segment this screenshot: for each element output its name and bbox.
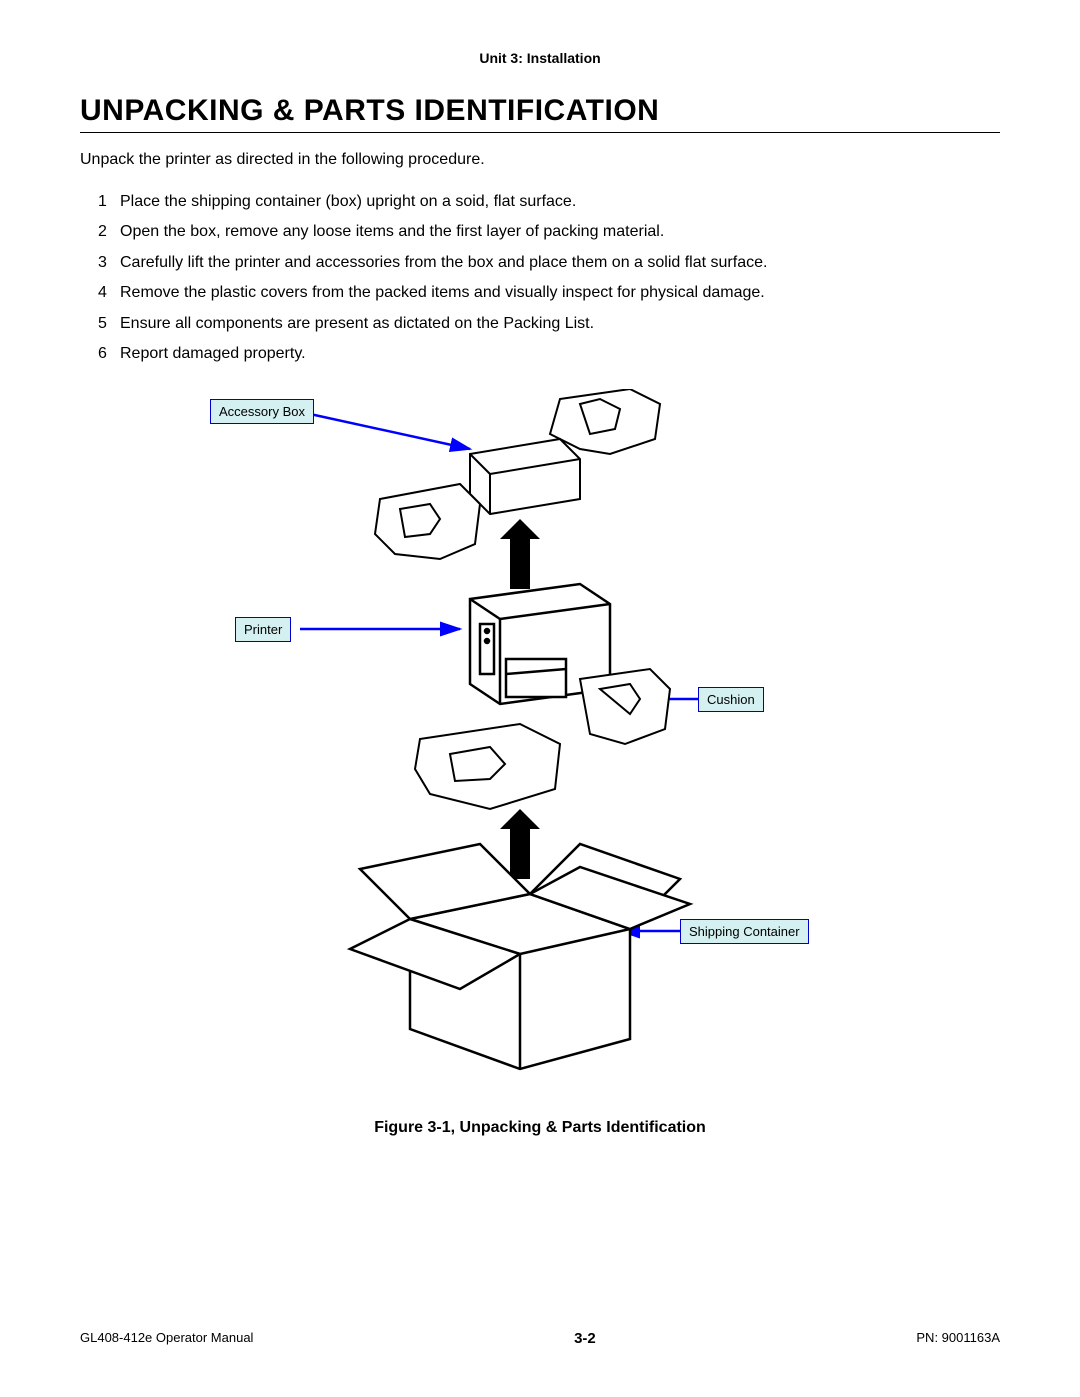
- step-row: 2 Open the box, remove any loose items a…: [80, 217, 1000, 247]
- callout-accessory-box: Accessory Box: [210, 399, 314, 424]
- step-row: 1 Place the shipping container (box) upr…: [80, 187, 1000, 217]
- figure-caption: Figure 3-1, Unpacking & Parts Identifica…: [80, 1119, 1000, 1137]
- step-text: Open the box, remove any loose items and…: [120, 217, 664, 247]
- step-number: 2: [80, 217, 120, 247]
- callout-cushion: Cushion: [698, 687, 764, 712]
- header-unit: Unit 3: Installation: [80, 50, 1000, 66]
- unpacking-diagram-icon: [180, 389, 900, 1089]
- page-footer: GL408-412e Operator Manual 3-2 PN: 90011…: [80, 1330, 1000, 1347]
- step-row: 4 Remove the plastic covers from the pac…: [80, 278, 1000, 308]
- step-number: 5: [80, 309, 120, 339]
- step-number: 6: [80, 339, 120, 369]
- callout-shipping-container: Shipping Container: [680, 919, 809, 944]
- step-number: 4: [80, 278, 120, 308]
- figure-diagram: Accessory Box Printer Cushion Shipping C…: [80, 389, 1000, 1109]
- section-title: UNPACKING & PARTS IDENTIFICATION: [80, 94, 1000, 133]
- steps-list: 1 Place the shipping container (box) upr…: [80, 187, 1000, 369]
- footer-right: PN: 9001163A: [916, 1330, 1000, 1347]
- step-number: 1: [80, 187, 120, 217]
- intro-text: Unpack the printer as directed in the fo…: [80, 151, 1000, 169]
- step-row: 5 Ensure all components are present as d…: [80, 309, 1000, 339]
- step-text: Report damaged property.: [120, 339, 306, 369]
- step-text: Carefully lift the printer and accessori…: [120, 248, 767, 278]
- footer-left: GL408-412e Operator Manual: [80, 1330, 253, 1347]
- step-text: Ensure all components are present as dic…: [120, 309, 594, 339]
- footer-page-number: 3-2: [574, 1330, 596, 1347]
- step-text: Remove the plastic covers from the packe…: [120, 278, 765, 308]
- step-text: Place the shipping container (box) uprig…: [120, 187, 576, 217]
- step-number: 3: [80, 248, 120, 278]
- callout-printer: Printer: [235, 617, 291, 642]
- step-row: 6 Report damaged property.: [80, 339, 1000, 369]
- step-row: 3 Carefully lift the printer and accesso…: [80, 248, 1000, 278]
